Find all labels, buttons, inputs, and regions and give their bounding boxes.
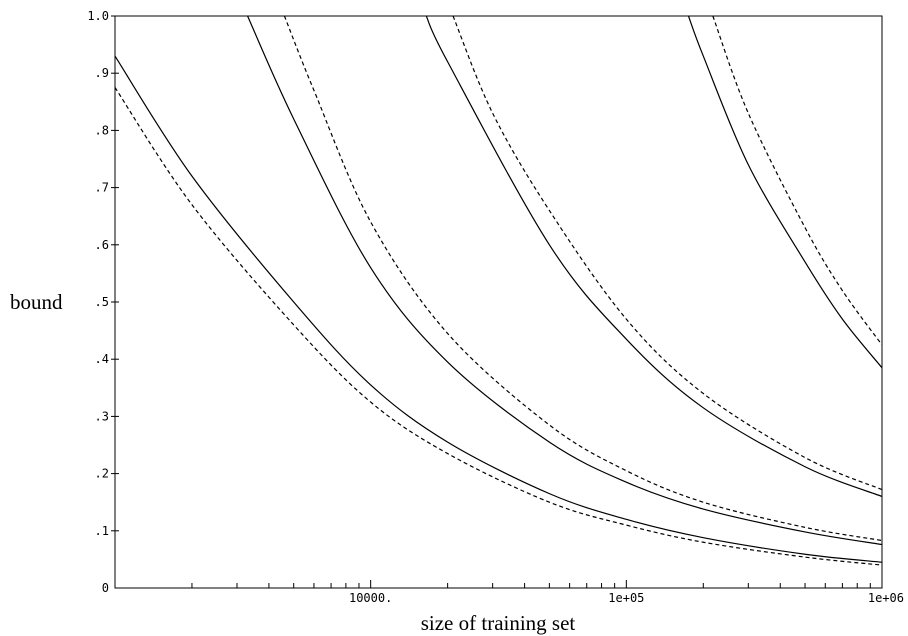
series-line-5	[425, 15, 883, 498]
series-line-2	[114, 87, 883, 566]
series-line-6	[452, 15, 883, 491]
y-tick-label: .2	[95, 467, 109, 481]
x-tick-label: 10000.	[349, 591, 392, 605]
y-tick-label: .8	[95, 123, 109, 137]
series-line-4	[283, 15, 883, 542]
x-axis-label: size of training set	[421, 611, 576, 635]
series-line-7	[687, 15, 883, 369]
plot-frame	[114, 15, 883, 589]
y-tick-label: .6	[95, 238, 109, 252]
series-line-1	[114, 55, 883, 563]
y-tick-label: .7	[95, 181, 109, 195]
y-tick-label: .1	[95, 524, 109, 538]
y-tick-label: .3	[95, 409, 109, 423]
y-tick-label: 1.0	[87, 9, 109, 23]
x-tick-label: 1e+05	[608, 591, 644, 605]
y-tick-label: .5	[95, 295, 109, 309]
y-tick-label: .4	[95, 352, 109, 366]
y-tick-label: 0	[102, 581, 109, 595]
y-tick-label: .9	[95, 66, 109, 80]
y-axis-label: bound	[10, 290, 63, 314]
tick-layer: 0 .1 .2 .3 .4 .5 .6 .7 .8 .9 1.0 10000. 1e+05 1e+06	[87, 9, 904, 605]
x-tick-label: 1e+06	[868, 591, 904, 605]
series-line-3	[247, 15, 883, 546]
series-line-8	[712, 15, 883, 346]
series-layer	[114, 15, 883, 566]
